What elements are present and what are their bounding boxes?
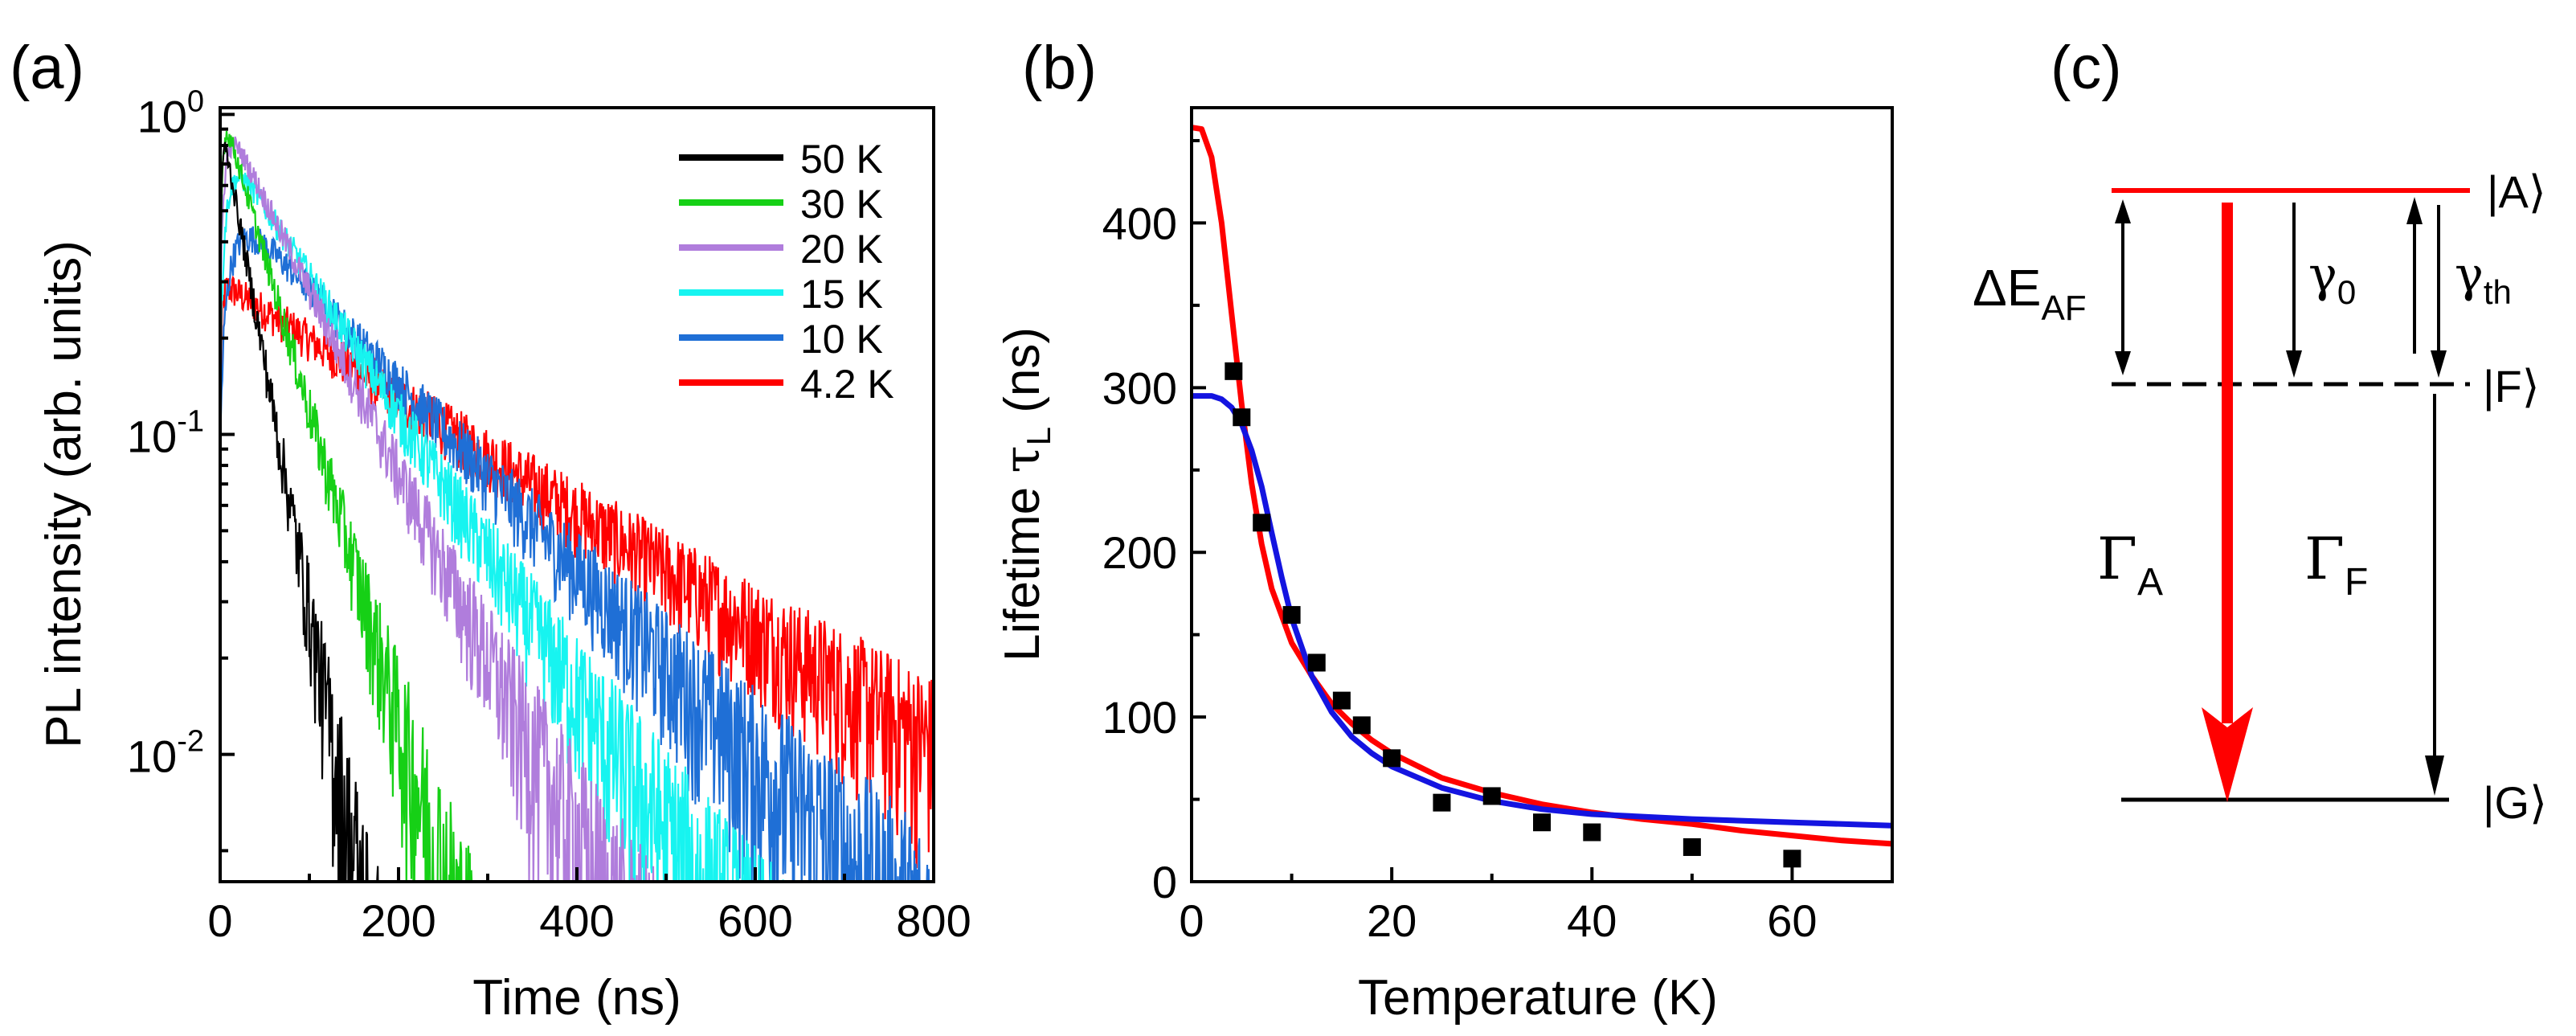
legend-label: 20 K bbox=[800, 227, 883, 272]
panel-b-x-tick-label: 0 bbox=[1179, 895, 1204, 946]
lifetime-data-point bbox=[1307, 653, 1326, 672]
panel-a-y-tick-label: 10-2 bbox=[127, 725, 204, 782]
gamma-f-arrow bbox=[2425, 394, 2444, 796]
panel-b-x-tick-label: 20 bbox=[1367, 895, 1417, 946]
legend-label: 15 K bbox=[800, 272, 883, 317]
lifetime-data-point bbox=[1533, 813, 1551, 832]
gamma-f-label: ΓF bbox=[2304, 525, 2368, 604]
decay-curve-50Kk bbox=[220, 141, 379, 882]
panel-a-x-tick-label: 0 bbox=[207, 895, 232, 946]
decay-curve-20Kk bbox=[220, 135, 655, 882]
panel-b-x-tick-label: 40 bbox=[1567, 895, 1617, 946]
panel-c-level-diagram: (c) |A⟩ |F⟩ |G⟩ ΔEAF γ0 γth bbox=[1973, 34, 2547, 828]
gamma-a-arrow bbox=[2202, 203, 2253, 802]
gamma0-arrow bbox=[2286, 203, 2302, 378]
panel-b-y-tick-label: 200 bbox=[1102, 527, 1177, 578]
panel-a-x-tick-label: 800 bbox=[896, 895, 971, 946]
panel-b-y-tick-label: 300 bbox=[1102, 362, 1177, 413]
lifetime-data-point bbox=[1282, 606, 1301, 624]
panel-a-x-tick-label: 600 bbox=[718, 895, 792, 946]
lifetime-data-point bbox=[1683, 837, 1701, 856]
panel-b-plot-area bbox=[1192, 125, 1892, 868]
gamma-a-label: ΓA bbox=[2097, 525, 2163, 604]
panel-b-y-axis-title: Lifetime τL (ns) bbox=[992, 327, 1057, 661]
panel-a-x-axis-title: Time (ns) bbox=[472, 970, 681, 1026]
panel-b-x-tick-labels: 0 20 40 60 bbox=[1179, 895, 1817, 946]
delta-e-label: ΔEAF bbox=[1973, 259, 2087, 328]
legend-label: 30 K bbox=[800, 182, 883, 227]
lifetime-data-point bbox=[1332, 691, 1351, 710]
gamma0-label: γ0 bbox=[2308, 247, 2356, 311]
panel-a-x-tick-label: 400 bbox=[539, 895, 614, 946]
panel-b-y-tick-labels: 0 100 200 300 400 bbox=[1102, 198, 1177, 907]
lifetime-data-point bbox=[1383, 749, 1401, 768]
lifetime-data-point bbox=[1433, 793, 1451, 812]
legend-label: 4.2 K bbox=[800, 362, 894, 407]
panel-a-label: (a) bbox=[10, 34, 84, 102]
panel-b-x-axis-title: Temperature (K) bbox=[1358, 970, 1718, 1026]
panel-a-x-tick-labels: 0 200 400 600 800 bbox=[207, 895, 971, 946]
lifetime-data-point bbox=[1253, 514, 1271, 532]
red-fit-curve bbox=[1192, 125, 1892, 847]
decay-curve-10Kk bbox=[220, 226, 930, 882]
panel-a-ticks bbox=[219, 113, 935, 882]
panel-c-label: (c) bbox=[2051, 34, 2122, 102]
panel-b-y-tick-label: 400 bbox=[1102, 198, 1177, 248]
panel-a-y-tick-label: 100 bbox=[137, 84, 204, 141]
panel-b-lifetime-chart: (b) 0 20 40 60 0 100 200 300 400 Temperature (K… bbox=[992, 34, 1894, 1026]
panel-a-y-tick-label: 10-1 bbox=[127, 405, 204, 462]
lifetime-data-point bbox=[1352, 716, 1371, 735]
decay-curve-15Kk bbox=[220, 166, 784, 882]
panel-a-y-tick-labels: 100 10-1 10-2 bbox=[127, 84, 204, 781]
gammath-arrow bbox=[2406, 197, 2447, 378]
panel-b-ticks bbox=[1190, 138, 1794, 883]
level-f-label: |F⟩ bbox=[2483, 361, 2540, 412]
lifetime-data-point bbox=[1225, 362, 1243, 380]
gammath-label: γth bbox=[2455, 247, 2512, 311]
lifetime-data-point bbox=[1233, 408, 1251, 427]
legend-label: 10 K bbox=[800, 317, 883, 362]
panel-a-y-axis-title: PL intensity (arb. units) bbox=[36, 240, 92, 748]
panel-b-label: (b) bbox=[1022, 34, 1097, 102]
lifetime-data-point bbox=[1482, 787, 1501, 805]
legend-label: 50 K bbox=[800, 137, 883, 182]
lifetime-data-point bbox=[1783, 850, 1801, 868]
level-g-label: |G⟩ bbox=[2483, 777, 2547, 828]
panel-b-y-tick-label: 0 bbox=[1152, 857, 1177, 907]
panel-a-x-tick-label: 200 bbox=[361, 895, 435, 946]
panel-a-curves bbox=[220, 130, 934, 882]
lifetime-data-point bbox=[1583, 823, 1601, 841]
level-a-label: |A⟩ bbox=[2487, 166, 2546, 217]
panel-b-frame bbox=[1190, 106, 1894, 883]
decay-curve-30Kk bbox=[220, 130, 479, 882]
panel-b-x-tick-label: 60 bbox=[1767, 895, 1817, 946]
panel-b-y-tick-label: 100 bbox=[1102, 692, 1177, 743]
panel-a-legend: 50 K30 K20 K15 K10 K4.2 K bbox=[679, 137, 894, 407]
delta-e-arrow bbox=[2115, 199, 2131, 375]
